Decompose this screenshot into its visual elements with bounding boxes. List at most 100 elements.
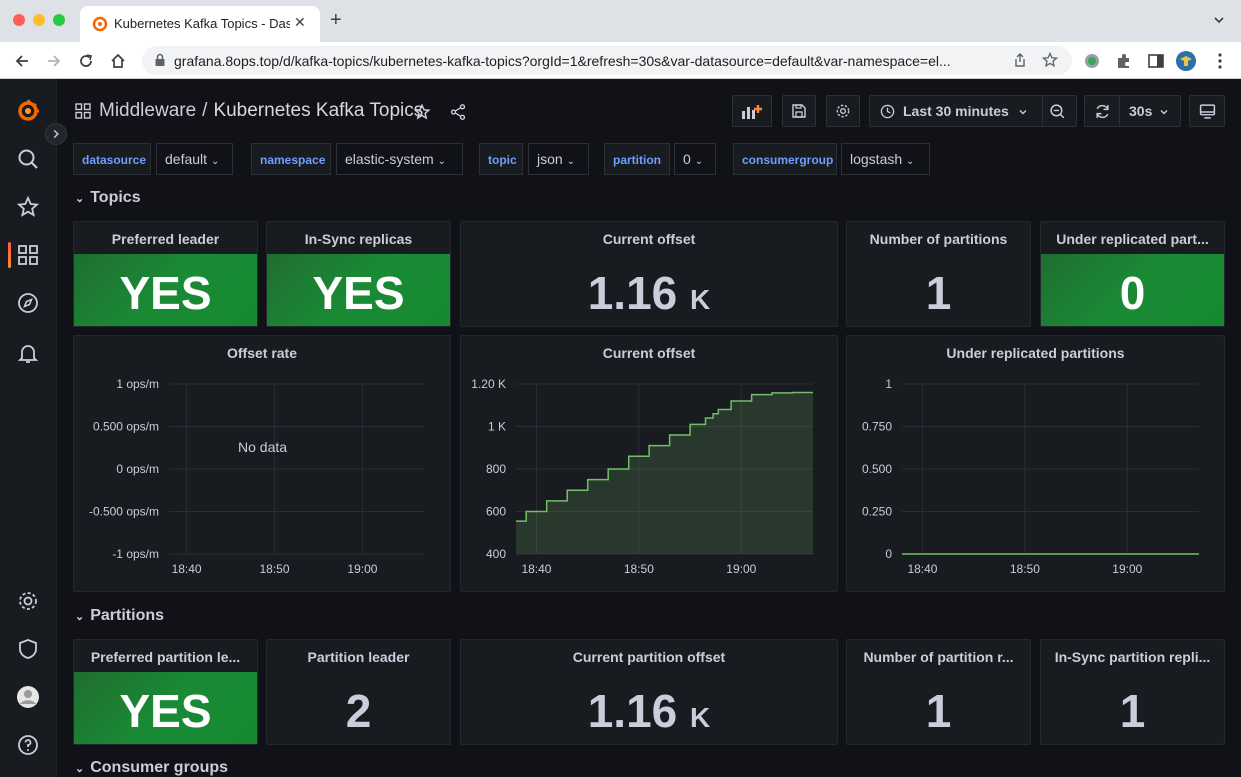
side-panel-icon[interactable]: [1146, 51, 1166, 71]
dashboard-main: Middleware / Kubernetes Kafka Topics Last …: [57, 79, 1241, 777]
row-title: Consumer groups: [90, 759, 229, 776]
extensions-puzzle-icon[interactable]: [1114, 51, 1134, 71]
x-tick-label: 18:40: [172, 562, 202, 576]
panel-preferred-leader[interactable]: Preferred leader YES: [73, 221, 258, 327]
panel-partition-leader[interactable]: Partition leader 2: [266, 639, 451, 745]
breadcrumb-separator: /: [202, 100, 208, 121]
y-tick-label: 1: [885, 377, 892, 391]
user-avatar-icon[interactable]: [16, 685, 40, 709]
server-admin-shield-icon[interactable]: [16, 637, 40, 661]
extension-status-icon[interactable]: [1082, 51, 1102, 71]
chevron-down-icon: ⌄: [75, 611, 85, 623]
stat-unit: K: [690, 284, 711, 315]
share-page-icon[interactable]: [1012, 52, 1028, 68]
stat-value: YES: [312, 267, 405, 319]
share-dashboard-icon[interactable]: [449, 103, 467, 121]
add-panel-button[interactable]: [732, 95, 772, 127]
panel-in-sync-replicas[interactable]: In-Sync replicas YES: [266, 221, 451, 327]
window-minimize-button[interactable]: [33, 14, 45, 26]
stat-background: [1041, 254, 1224, 326]
home-icon[interactable]: [108, 51, 128, 71]
address-bar[interactable]: grafana.8ops.top/d/kafka-topics/kubernet…: [142, 46, 1072, 75]
forward-arrow-icon[interactable]: [44, 51, 64, 71]
window-zoom-button[interactable]: [53, 14, 65, 26]
panel-under-replicated-graph[interactable]: Under replicated partitions 1 0.750 0.500 0…: [846, 335, 1225, 592]
panel-title: Number of partition r...: [863, 649, 1014, 665]
browser-menu-icon[interactable]: [1210, 51, 1230, 71]
back-arrow-icon[interactable]: [12, 51, 32, 71]
search-icon[interactable]: [16, 147, 40, 171]
lock-icon[interactable]: [154, 53, 166, 67]
row-title: Partitions: [90, 607, 165, 624]
variable-select-topic[interactable]: json ⌄: [528, 143, 589, 175]
y-tick-label: 1.20 K: [471, 377, 506, 391]
refresh-icon[interactable]: [1094, 103, 1111, 120]
grafana-logo-icon[interactable]: [16, 99, 40, 123]
time-range-picker[interactable]: Last 30 minutes: [869, 95, 1077, 127]
profile-avatar-icon[interactable]: [1176, 51, 1196, 71]
x-tick-label: 18:40: [907, 562, 937, 576]
browser-tab[interactable]: Kubernetes Kafka Topics - Das ✕: [80, 6, 320, 42]
save-dashboard-button[interactable]: [782, 95, 816, 127]
y-tick-label: 0 ops/m: [116, 462, 159, 476]
save-icon: [792, 104, 806, 118]
panel-preferred-partition-leader[interactable]: Preferred partition le... YES: [73, 639, 258, 745]
y-tick-label: 1 ops/m: [116, 377, 159, 391]
breadcrumb-folder[interactable]: Middleware: [99, 100, 197, 121]
panel-offset-rate[interactable]: Offset rate 1 ops/m 0.500 ops/m 0 ops/m -0.…: [73, 335, 451, 592]
expand-nav-chevron-icon[interactable]: [45, 123, 67, 145]
variable-select-partition[interactable]: 0 ⌄: [674, 143, 716, 175]
y-tick-label: 0.250: [862, 505, 892, 519]
page-title[interactable]: Kubernetes Kafka Topics: [213, 100, 424, 121]
starred-icon[interactable]: [16, 195, 40, 219]
new-tab-button[interactable]: +: [330, 9, 342, 31]
help-icon[interactable]: [16, 733, 40, 757]
mark-favorite-star-icon[interactable]: [413, 103, 431, 121]
no-data-message: No data: [238, 439, 288, 455]
panel-under-replicated-stat[interactable]: Under replicated part... 0: [1040, 221, 1225, 327]
variable-value: default: [165, 151, 208, 167]
series-line: [516, 391, 813, 522]
stat-value: 2: [345, 685, 372, 737]
stat-value: 1: [925, 267, 952, 319]
stat-value: 1.16: [587, 685, 678, 737]
chevron-down-icon: ⌄: [75, 763, 85, 775]
panel-title: Number of partitions: [869, 231, 1008, 247]
configuration-gear-icon[interactable]: [16, 589, 40, 613]
url-text: grafana.8ops.top/d/kafka-topics/kubernet…: [174, 53, 951, 69]
variable-select-consumergroup[interactable]: logstash ⌄: [841, 143, 930, 175]
tv-mode-button[interactable]: [1189, 95, 1225, 127]
panel-title: In-Sync partition repli...: [1054, 649, 1211, 665]
alerting-bell-icon[interactable]: [16, 341, 40, 365]
offset-rate-chart: 1 ops/m 0.500 ops/m 0 ops/m -0.500 ops/m -1 …: [89, 377, 424, 576]
dashboards-icon[interactable]: [16, 243, 40, 267]
row-topics[interactable]: ⌄ Topics: [75, 189, 141, 207]
panel-number-of-partition-replicas[interactable]: Number of partition r... 1: [846, 639, 1031, 745]
tab-search-chevron-icon[interactable]: [1213, 14, 1225, 26]
y-tick-label: 0.500 ops/m: [93, 420, 159, 434]
panel-title: Partition leader: [307, 649, 410, 665]
explore-compass-icon[interactable]: [16, 291, 40, 315]
panel-current-offset-stat[interactable]: Current offset 1.16 K: [460, 221, 838, 327]
row-partitions[interactable]: ⌄ Partitions: [75, 607, 164, 625]
variable-select-namespace[interactable]: elastic-system ⌄: [336, 143, 463, 175]
panel-number-of-partitions[interactable]: Number of partitions 1: [846, 221, 1031, 327]
row-consumer-groups[interactable]: ⌄ Consumer groups: [75, 759, 228, 777]
dashboard-settings-button[interactable]: [826, 95, 860, 127]
zoom-out-icon[interactable]: [1049, 103, 1066, 120]
bookmark-star-icon[interactable]: [1042, 52, 1058, 68]
chevron-down-icon: ⌄: [566, 156, 575, 167]
panel-current-partition-offset[interactable]: Current partition offset 1.16 K: [460, 639, 838, 745]
stat-value: 1.16: [587, 267, 678, 319]
variable-label-consumergroup: consumergroup: [733, 143, 837, 175]
panel-in-sync-partition-replicas[interactable]: In-Sync partition repli... 1: [1040, 639, 1225, 745]
window-close-button[interactable]: [13, 14, 25, 26]
tab-close-icon[interactable]: ✕: [294, 14, 306, 30]
variable-value: 0: [683, 151, 691, 167]
refresh-picker[interactable]: 30s: [1084, 95, 1181, 127]
chevron-down-icon: ⌄: [906, 156, 915, 167]
reload-icon[interactable]: [76, 51, 96, 71]
clock-icon: [880, 104, 895, 119]
variable-select-datasource[interactable]: default ⌄: [156, 143, 233, 175]
